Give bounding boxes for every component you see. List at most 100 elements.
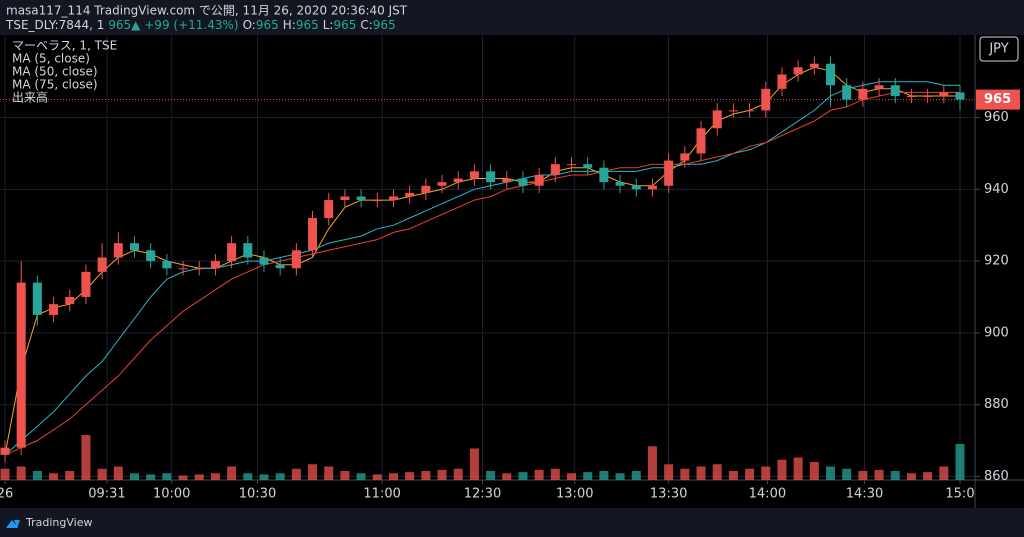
volume-bar xyxy=(745,468,755,480)
candle-body xyxy=(534,174,544,186)
candle-body xyxy=(842,85,852,100)
candle-body xyxy=(340,196,350,201)
candle-body xyxy=(955,92,965,100)
legend-title: マーベラス, 1, TSE xyxy=(12,39,117,53)
volume-bar xyxy=(664,464,674,480)
x-tick-label: 12:30 xyxy=(464,487,501,502)
volume-bar xyxy=(16,466,26,480)
candle-body xyxy=(97,257,107,272)
last-price-box xyxy=(976,89,1020,110)
y-tick-label: 880 xyxy=(984,397,1009,412)
currency-box[interactable] xyxy=(979,36,1019,62)
legend-entry: MA (75, close) xyxy=(12,78,98,92)
x-tick-label: 09:31 xyxy=(88,487,125,502)
candle-body xyxy=(890,85,900,97)
ohlc-label: L: xyxy=(323,18,334,32)
volume-bar xyxy=(146,474,156,480)
y-tick-label: 960 xyxy=(984,110,1009,125)
candle-body xyxy=(227,243,237,262)
candle-body xyxy=(405,192,415,197)
currency: JPY xyxy=(988,42,1008,57)
x-tick-label: 26 xyxy=(0,487,13,502)
x-tick-label: 15:0 xyxy=(945,487,974,502)
volume-bar xyxy=(842,468,852,480)
candle-body xyxy=(194,268,204,270)
candle-body xyxy=(421,185,431,193)
candle-body xyxy=(324,200,334,219)
ohlc-label: O: xyxy=(243,18,256,32)
candle-body xyxy=(647,185,657,190)
candle-body xyxy=(453,178,463,183)
candle-body xyxy=(81,271,91,297)
volume-bar xyxy=(129,473,139,480)
volume-bar xyxy=(712,464,722,480)
volume-bar xyxy=(890,471,900,480)
volume-bar xyxy=(243,473,253,480)
volume-bar xyxy=(324,466,334,480)
candle-body xyxy=(858,88,868,100)
candle-body xyxy=(65,296,75,305)
candle-body xyxy=(696,128,706,154)
header-line: masa117_114 TradingView.com で公開, 11月 26,… xyxy=(6,4,408,18)
ohlc-value: 965 xyxy=(256,18,279,32)
candle-body xyxy=(259,257,269,265)
ma-line xyxy=(4,91,960,456)
volume-bar xyxy=(761,466,771,480)
candle-body xyxy=(129,243,139,251)
volume-bar xyxy=(210,473,220,480)
volume-bar xyxy=(0,468,10,480)
candle-body xyxy=(243,243,253,258)
volume-bar xyxy=(356,473,366,480)
x-tick-label: 14:30 xyxy=(846,487,883,502)
ohlc-label: C: xyxy=(360,18,372,32)
volume-bar xyxy=(227,466,237,480)
volume-bar xyxy=(259,474,269,480)
volume-bar xyxy=(340,471,350,480)
ohlc-label: H: xyxy=(283,18,296,32)
candle-body xyxy=(550,164,560,175)
candle-body xyxy=(0,447,10,455)
x-tick-label: 13:00 xyxy=(556,487,593,502)
volume-bar xyxy=(696,466,706,480)
volume-bar xyxy=(906,473,916,480)
candle-body xyxy=(49,304,59,315)
volume-bar xyxy=(372,474,382,480)
volume-bar xyxy=(518,472,528,480)
candle-body xyxy=(874,85,884,89)
candle-body xyxy=(939,92,949,97)
volume-bar xyxy=(615,473,625,480)
volume-bar xyxy=(178,475,188,480)
volume-bar xyxy=(680,468,690,480)
candle-body xyxy=(113,243,123,258)
candle-body xyxy=(664,160,674,186)
candle-body xyxy=(583,164,593,168)
volume-bar xyxy=(113,466,123,480)
ohlc-value: 965 xyxy=(373,18,396,32)
brand: TradingView xyxy=(25,516,92,529)
volume-bar xyxy=(421,471,431,480)
volume-bar xyxy=(631,471,641,480)
volume-bar xyxy=(777,459,787,480)
ohlc-value: 965 xyxy=(296,18,319,32)
last: 965▲ xyxy=(108,18,141,32)
candle-body xyxy=(745,110,755,112)
volume-bar xyxy=(502,473,512,480)
price-axis xyxy=(975,35,1024,508)
last-price-label: 965 xyxy=(984,92,1011,107)
volume-bar xyxy=(793,457,803,480)
x-tick-label: 14:00 xyxy=(749,487,786,502)
volume-bar xyxy=(567,473,577,480)
candle-body xyxy=(518,178,528,186)
volume-bar xyxy=(923,472,933,480)
candle-body xyxy=(502,178,512,183)
change: +99 (+11.43%) xyxy=(144,18,238,32)
symbol: TSE_DLY:7844, 1 965▲ +99 (+11.43%) O:965 H… xyxy=(5,18,396,32)
legend-entry: 出来高 xyxy=(12,90,48,105)
volume-bar xyxy=(97,468,107,480)
x-tick-label: 10:30 xyxy=(239,487,276,502)
candle-body xyxy=(486,171,496,183)
volume-bar xyxy=(826,466,836,480)
x-tick-label: 10:00 xyxy=(153,487,190,502)
